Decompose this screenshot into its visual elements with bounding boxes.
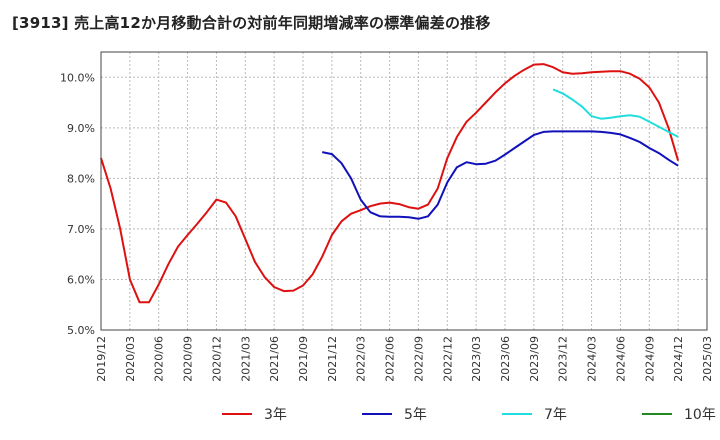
series-lines bbox=[100, 63, 680, 304]
x-tick-label: 2023/09 bbox=[528, 336, 541, 382]
x-tick-label: 2025/03 bbox=[701, 336, 714, 382]
x-tick-label: 2022/12 bbox=[441, 336, 454, 382]
x-tick-label: 2021/03 bbox=[239, 336, 252, 382]
x-tick-label: 2020/03 bbox=[124, 336, 137, 382]
x-tick-label: 2022/09 bbox=[412, 336, 425, 382]
x-tick-label: 2024/12 bbox=[672, 336, 685, 382]
x-tick-label: 2022/03 bbox=[355, 336, 368, 382]
x-tick-label: 2024/09 bbox=[643, 336, 656, 382]
x-tick-label: 2021/06 bbox=[268, 336, 281, 382]
x-tick-label: 2019/12 bbox=[95, 336, 108, 382]
x-tick-label: 2021/12 bbox=[326, 336, 339, 382]
y-tick-label: 9.0% bbox=[67, 122, 95, 135]
series-line bbox=[321, 130, 679, 220]
grid bbox=[100, 52, 708, 331]
x-tick-label: 2023/12 bbox=[557, 336, 570, 382]
y-tick-label: 5.0% bbox=[67, 324, 95, 337]
legend-label: 5年 bbox=[404, 407, 427, 423]
y-tick-label: 7.0% bbox=[67, 223, 95, 236]
x-tick-label: 2020/09 bbox=[182, 336, 195, 382]
legend-label: 10年 bbox=[684, 407, 716, 423]
y-tick-label: 10.0% bbox=[60, 71, 95, 84]
x-tick-label: 2020/06 bbox=[153, 336, 166, 382]
chart-title: [3913] 売上高12か月移動合計の対前年同期増減率の標準偏差の推移 bbox=[12, 14, 491, 32]
x-tick-label: 2023/06 bbox=[499, 336, 512, 382]
x-tick-label: 2023/03 bbox=[470, 336, 483, 382]
x-axis-ticks: 2019/12 2020/03 2020/06 2020/09 2020/12 2021/… bbox=[95, 336, 714, 382]
series-line bbox=[100, 63, 680, 304]
legend: 3年 5年 7年 10年 bbox=[222, 407, 716, 423]
x-tick-label: 2020/12 bbox=[210, 336, 223, 382]
x-tick-label: 2022/06 bbox=[384, 336, 397, 382]
x-tick-label: 2024/06 bbox=[614, 336, 627, 382]
y-tick-label: 6.0% bbox=[67, 273, 95, 286]
plot-frame bbox=[100, 51, 708, 331]
x-tick-label: 2024/03 bbox=[586, 336, 599, 382]
y-axis-ticks: 5.0% 6.0% 7.0% 8.0% 9.0% 10.0% bbox=[60, 71, 95, 337]
series-line bbox=[552, 88, 679, 138]
y-tick-label: 8.0% bbox=[67, 172, 95, 185]
legend-label: 3年 bbox=[264, 407, 287, 423]
x-tick-label: 2021/09 bbox=[297, 336, 310, 382]
legend-label: 7年 bbox=[544, 407, 567, 423]
